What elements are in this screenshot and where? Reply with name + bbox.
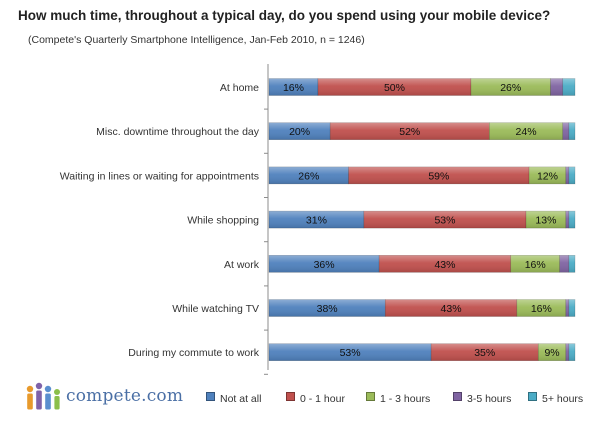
category-label: Misc. downtime throughout the day	[96, 126, 260, 138]
bar-segment	[384, 299, 518, 317]
bar-segment	[268, 343, 432, 362]
bar-series: 16% 50% 26% 20% 52% 24% 26% 59% 12% 31% 53% 13% 36% 4…	[268, 78, 576, 362]
category-label: During my commute to work	[128, 347, 259, 359]
category-label: While watching TV	[172, 303, 259, 315]
bar-segment	[550, 78, 564, 96]
compete-logo: compete.com	[24, 380, 183, 416]
people-logo-icon	[26, 382, 60, 410]
category-label: While shopping	[187, 215, 259, 227]
category-labels: At home Misc. downtime throughout the day…	[60, 82, 268, 375]
bar-segment	[525, 210, 567, 229]
legend-item: 1 - 3 hours	[366, 392, 430, 405]
bar-segment	[562, 78, 576, 96]
data-label: 9%	[544, 347, 559, 359]
data-label: 16%	[283, 82, 304, 94]
bar-segment	[378, 255, 512, 273]
data-label: 13%	[535, 215, 556, 227]
bar-segment	[268, 166, 349, 185]
bar-segment	[363, 210, 527, 229]
data-label: 35%	[474, 347, 495, 359]
data-label: 38%	[317, 303, 338, 315]
chart-plot: At home Misc. downtime throughout the day…	[60, 64, 576, 375]
legend-item: 0 - 1 hour	[286, 392, 345, 405]
legend-item: Not at all	[206, 392, 261, 405]
bar-segment	[317, 78, 472, 96]
data-label: 31%	[306, 215, 327, 227]
bar-segment	[565, 210, 570, 229]
data-label: 20%	[289, 126, 310, 138]
bar-segment	[565, 343, 570, 362]
legend-label: 1 - 3 hours	[380, 393, 431, 405]
legend-swatch	[366, 392, 375, 401]
data-label: 50%	[384, 82, 405, 94]
bar-segment	[268, 299, 386, 317]
bar-segment	[565, 166, 570, 185]
bar-segment	[565, 299, 570, 317]
data-label: 59%	[428, 170, 449, 182]
chart-title: How much time, throughout a typical day,…	[18, 8, 551, 23]
bar-segment	[489, 122, 564, 140]
legend-swatch	[528, 392, 537, 401]
data-label: 12%	[537, 170, 558, 182]
bar-segment	[568, 166, 576, 185]
bar-segment	[516, 299, 567, 317]
category-label: At work	[224, 259, 260, 271]
category-label: Waiting in lines or waiting for appointm…	[60, 170, 259, 182]
legend-swatch	[286, 392, 295, 401]
data-label: 53%	[434, 215, 455, 227]
legend-label: 0 - 1 hour	[300, 393, 345, 405]
bar-segment	[568, 255, 576, 273]
data-label: 16%	[531, 303, 552, 315]
bar-segment	[528, 166, 567, 185]
bar-segment	[329, 122, 490, 140]
data-label: 52%	[399, 126, 420, 138]
data-label: 53%	[340, 347, 361, 359]
bar-segment	[568, 210, 576, 229]
data-label: 26%	[500, 82, 521, 94]
bar-segment	[268, 255, 380, 273]
chart-subtitle: (Compete's Quarterly Smartphone Intellig…	[28, 34, 365, 46]
logo-text: compete.com	[66, 386, 184, 406]
category-label: At home	[220, 82, 259, 94]
bar-segment	[562, 122, 570, 140]
legend-item: 5+ hours	[528, 392, 583, 405]
legend-item: 3-5 hours	[453, 392, 511, 405]
data-label: 36%	[314, 259, 335, 271]
legend-swatch	[453, 392, 462, 401]
data-label: 24%	[516, 126, 537, 138]
bar-segment	[568, 343, 576, 362]
bar-segment	[268, 122, 331, 140]
legend-label: 3-5 hours	[467, 393, 512, 405]
bar-segment	[430, 343, 539, 362]
data-label: 16%	[525, 259, 546, 271]
bar-segment	[537, 343, 567, 362]
data-label: 43%	[441, 303, 462, 315]
legend-label: Not at all	[220, 393, 262, 405]
bar-segment	[559, 255, 570, 273]
bar-segment	[348, 166, 530, 185]
bar-segment	[568, 299, 576, 317]
data-label: 26%	[298, 170, 319, 182]
bar-segment	[568, 122, 576, 140]
data-label: 43%	[434, 259, 455, 271]
legend-label: 5+ hours	[542, 393, 584, 405]
legend-swatch	[206, 392, 215, 401]
